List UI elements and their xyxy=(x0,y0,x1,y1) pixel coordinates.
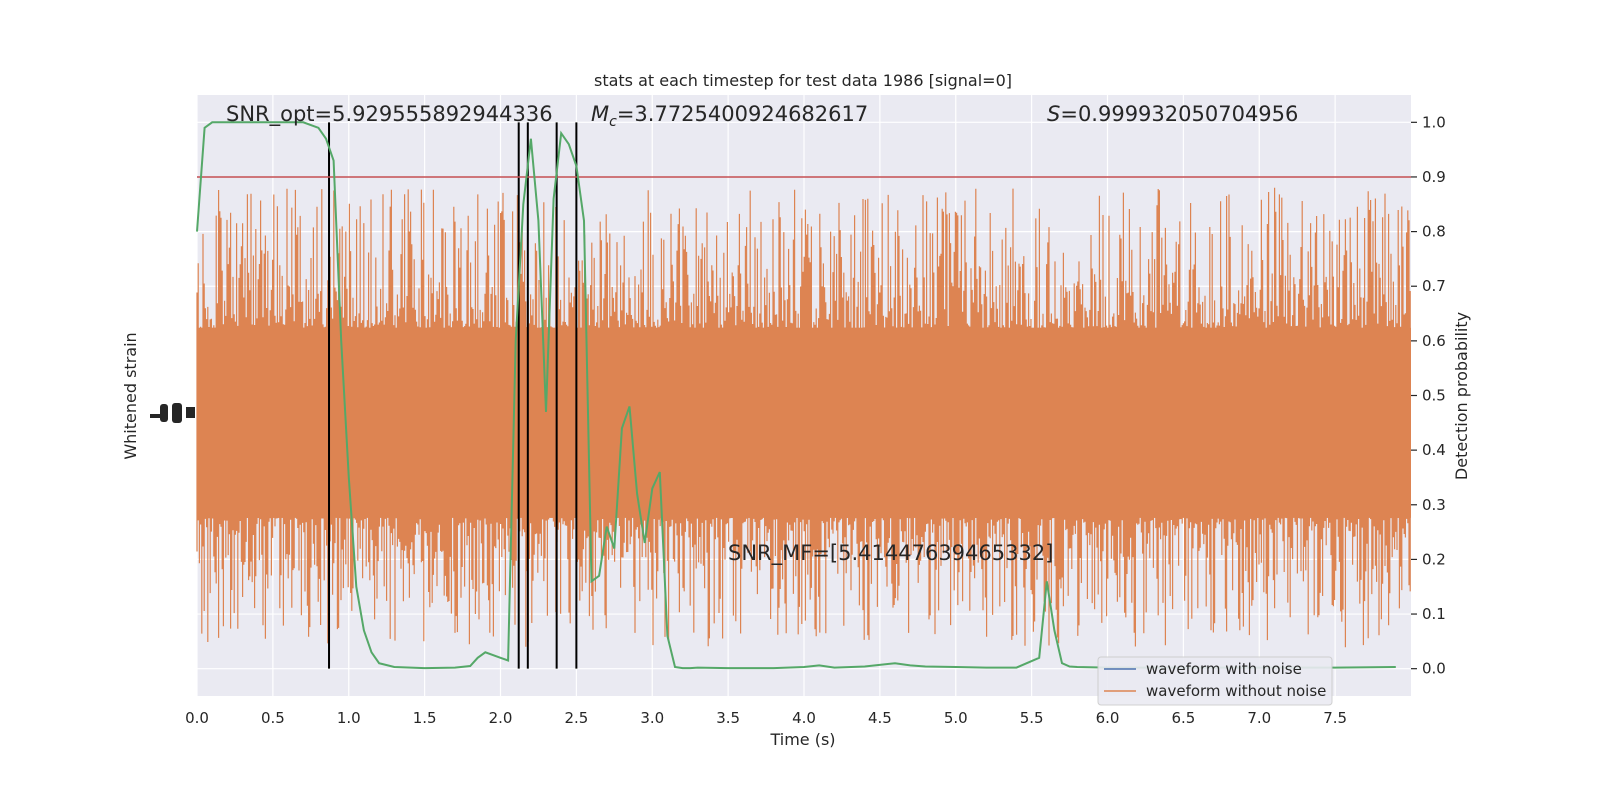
legend: waveform with noise waveform without noi… xyxy=(1097,656,1333,706)
chart-title: stats at each timestep for test data 198… xyxy=(594,71,1012,90)
left-axis-ticks xyxy=(150,403,195,423)
chirp-mass-subscript: c xyxy=(609,114,617,130)
x-tick-label: 4.5 xyxy=(868,709,892,727)
x-ticks: 0.0 0.5 1.0 1.5 2.0 2.5 3.0 3.5 4.0 4.5 5.0 5.5 6.0 6… xyxy=(185,709,1347,727)
y-ticks-right: 0.0 0.1 0.2 0.3 0.4 0.5 0.6 0.7 0.8 0.9 1.0 xyxy=(1411,113,1446,678)
y-tick-label: 0.0 xyxy=(1422,660,1446,678)
x-tick-label: 0.5 xyxy=(261,709,285,727)
y-tick-label: 0.1 xyxy=(1422,605,1446,623)
chirp-mass-annotation: Mc=3.7725400924682617 xyxy=(591,102,868,130)
x-tick-label: 2.5 xyxy=(564,709,588,727)
score-annotation: S=0.999932050704956 xyxy=(1047,102,1298,126)
snr-opt-annotation: SNR_opt=5.929555892944336 xyxy=(226,102,553,127)
detection-probability-line xyxy=(196,121,1396,670)
x-tick-label: 7.0 xyxy=(1247,709,1271,727)
y-tick-label: 0.9 xyxy=(1422,168,1446,186)
x-axis-label: Time (s) xyxy=(769,730,835,749)
x-tick-label: 5.0 xyxy=(944,709,968,727)
chirp-mass-symbol: M xyxy=(591,102,609,126)
x-tick-label: 4.0 xyxy=(792,709,816,727)
y-tick-label: 0.6 xyxy=(1422,332,1446,350)
y-tick-label: 0.4 xyxy=(1422,441,1446,459)
x-tick-label: 2.0 xyxy=(489,709,513,727)
noise-spikes xyxy=(196,187,1411,648)
score-value: =0.999932050704956 xyxy=(1060,102,1298,126)
snr-mf-annotation: SNR_MF=[5.41447639465332] xyxy=(728,541,1053,566)
x-tick-label: 6.5 xyxy=(1171,709,1195,727)
x-tick-label: 3.5 xyxy=(716,709,740,727)
score-symbol: S xyxy=(1047,102,1060,126)
x-tick-label: 3.0 xyxy=(640,709,664,727)
noise-series xyxy=(196,187,1411,648)
y-axis-label-left: Whitened strain xyxy=(121,332,140,459)
y-tick-label: 0.8 xyxy=(1422,223,1446,241)
y-tick-label: 1.0 xyxy=(1422,113,1446,131)
chirp-mass-value: =3.7725400924682617 xyxy=(617,102,868,126)
y-tick-label: 0.5 xyxy=(1422,387,1446,405)
x-tick-label: 7.5 xyxy=(1323,709,1347,727)
y-tick-label: 0.2 xyxy=(1422,550,1446,568)
y-tick-label: 0.7 xyxy=(1422,277,1446,295)
legend-label-without-noise: waveform without noise xyxy=(1146,682,1326,700)
legend-label-with-noise: waveform with noise xyxy=(1146,660,1302,678)
y-tick-label: 0.3 xyxy=(1422,496,1446,514)
vertical-markers xyxy=(328,122,578,669)
x-tick-label: 1.0 xyxy=(337,709,361,727)
x-tick-label: 6.0 xyxy=(1096,709,1120,727)
y-axis-label-right: Detection probability xyxy=(1452,312,1471,480)
x-tick-label: 0.0 xyxy=(185,709,209,727)
x-tick-label: 1.5 xyxy=(413,709,437,727)
x-tick-label: 5.5 xyxy=(1020,709,1044,727)
